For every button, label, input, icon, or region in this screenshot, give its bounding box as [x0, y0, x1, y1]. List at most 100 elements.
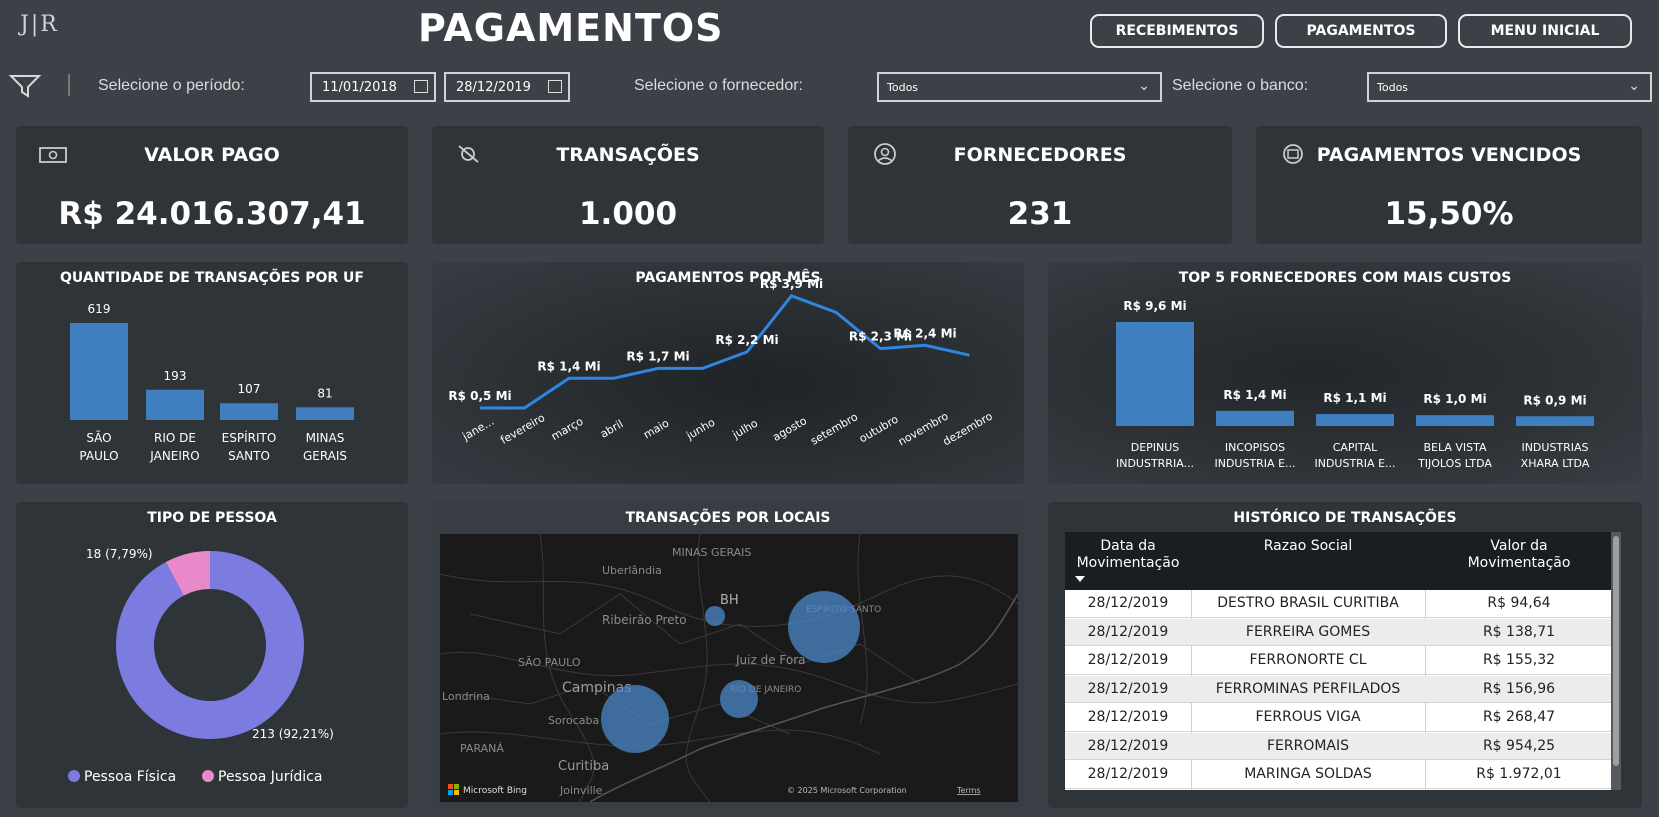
filter-icon[interactable]: [8, 72, 42, 100]
pessoa-chart-panel: TIPO DE PESSOA 18 (7,79%) 213 (92,21%) Pes…: [16, 502, 408, 808]
cell-valor: R$ 156,96: [1482, 680, 1556, 697]
table-row[interactable]: 28/12/2019 FERREIRA GOMES R$ 138,71: [1065, 618, 1613, 646]
kpi-card-fornecedores: FORNECEDORES 231: [848, 126, 1232, 244]
microsoft-logo: [448, 784, 459, 795]
tick-label: novembro: [896, 409, 951, 448]
cell-valor: R$ 1.972,01: [1476, 766, 1562, 782]
calendar-icon[interactable]: [548, 80, 562, 93]
kpi-value: 231: [1007, 196, 1073, 232]
transactions-map[interactable]: MINAS GERAIS Uberlândia BH ESPÍRITO SANT…: [440, 534, 1018, 802]
pagamentos-button[interactable]: PAGAMENTOS: [1275, 14, 1447, 48]
tick-label: junho: [683, 416, 717, 443]
supplier-value: Todos: [887, 80, 919, 94]
column-header-line: Valor da: [1490, 538, 1548, 554]
supplier-select[interactable]: Todos ⌄: [877, 72, 1162, 102]
month-chart-panel: PAGAMENTOS POR MÊS R$ 0,5 Mi R$ 1,4 Mi R$ …: [432, 262, 1024, 484]
column-header-date[interactable]: Data da Movimentação: [1065, 538, 1191, 582]
kpi-card-pagamentos-vencidos: PAGAMENTOS VENCIDOS 15,50%: [1256, 126, 1642, 244]
data-label: R$ 1,1 Mi: [1323, 391, 1386, 405]
bing-attribution: Microsoft Bing: [463, 786, 527, 796]
date-start-input[interactable]: 11/01/2018: [310, 72, 436, 102]
cell-razao-social: FERROMAIS: [1266, 737, 1350, 754]
bar[interactable]: [296, 407, 354, 420]
uf-chart-panel: QUANTIDADE DE TRANSAÇÕES POR UF 619 SÃO PA…: [16, 262, 408, 484]
bank-select[interactable]: Todos ⌄: [1367, 72, 1652, 102]
tick-label: julho: [730, 417, 761, 442]
table-row[interactable]: 28/12/2019 FERROMAIS R$ 954,25: [1065, 732, 1613, 760]
cell-date: 28/12/2019: [1087, 595, 1169, 611]
tick-label: maio: [641, 416, 671, 441]
slice[interactable]: [115, 551, 304, 739]
category-label: ESPÍRITO: [222, 430, 277, 445]
map-terms-link[interactable]: Terms: [956, 786, 981, 795]
data-label: 619: [88, 302, 111, 316]
column-header-valor[interactable]: Valor da Movimentação: [1425, 538, 1613, 572]
cell-valor: R$ 138,71: [1482, 623, 1556, 640]
kpi-title: TRANSAÇÕES: [556, 144, 700, 166]
map-label: Curitiba: [558, 759, 609, 774]
data-label: R$ 0,9 Mi: [1523, 393, 1586, 407]
slice[interactable]: [165, 551, 210, 596]
date-end-value: 28/12/2019: [456, 79, 531, 95]
bank-label: Selecione o banco:: [1172, 77, 1309, 94]
menu-inicial-button[interactable]: MENU INICIAL: [1458, 14, 1632, 48]
column-header-line: Movimentação: [1467, 555, 1571, 571]
calendar-icon[interactable]: [414, 80, 428, 93]
scrollbar-thumb[interactable]: [1613, 536, 1619, 766]
map-bubble[interactable]: [601, 685, 669, 753]
cell-date: 28/12/2019: [1087, 709, 1169, 725]
bar[interactable]: [146, 389, 204, 420]
map-bubble[interactable]: [705, 606, 725, 626]
bar[interactable]: [1216, 410, 1294, 426]
kpi-title: PAGAMENTOS VENCIDOS: [1316, 144, 1582, 166]
period-label: Selecione o período:: [98, 77, 245, 94]
data-label: R$ 0,5 Mi: [448, 389, 511, 403]
legend-marker: [202, 770, 214, 782]
map-label: PARANÁ: [460, 742, 504, 755]
uf-bar-chart: 619 SÃO PAULO 193 RIO DE JANEIRO 107 ESPÍRITO SA…: [70, 302, 354, 463]
legend-label[interactable]: Pessoa Física: [84, 769, 176, 785]
table-row[interactable]: 28/12/2019 FERRONORTE CL R$ 155,32: [1065, 647, 1613, 675]
category-label: BELA VISTA: [1423, 441, 1487, 454]
category-label: SÃO: [86, 430, 111, 445]
data-label: 107: [238, 382, 261, 396]
logo: J|R: [12, 8, 74, 54]
tick-label: dezembro: [941, 409, 995, 448]
category-label: RIO DE: [154, 431, 196, 445]
sort-arrow-icon[interactable]: [1075, 576, 1085, 582]
series-line[interactable]: [480, 294, 970, 410]
map-label: Campinas: [562, 680, 632, 696]
top5-bar-chart: R$ 9,6 Mi DEPINUS INDUSTRRIA... R$ 1,4 Mi IN…: [1116, 299, 1594, 470]
recebimentos-button[interactable]: RECEBIMENTOS: [1090, 14, 1264, 48]
page-title: PAGAMENTOS: [418, 6, 724, 50]
table-row[interactable]: 28/12/2019 DESTRO BRASIL CURITIBA R$ 94,64: [1065, 590, 1613, 618]
cell-valor: R$ 954,25: [1482, 737, 1556, 754]
category-label: SANTO: [228, 449, 270, 463]
kpi-value: 1.000: [578, 196, 678, 232]
map-bubble[interactable]: [788, 591, 860, 663]
map-bubble[interactable]: [720, 680, 758, 718]
cell-date: 28/12/2019: [1087, 737, 1169, 754]
data-label: R$ 1,4 Mi: [1223, 388, 1286, 402]
bar[interactable]: [1116, 322, 1194, 426]
bar[interactable]: [1316, 414, 1394, 426]
bar[interactable]: [220, 403, 278, 420]
cell-date: 28/12/2019: [1087, 623, 1169, 640]
data-label: R$ 2,4 Mi: [893, 326, 956, 340]
category-label: INDUSTRIAS: [1521, 441, 1588, 454]
date-end-input[interactable]: 28/12/2019: [444, 72, 570, 102]
column-header-razao[interactable]: Razao Social: [1191, 538, 1425, 555]
legend-label[interactable]: Pessoa Jurídica: [218, 769, 322, 785]
cell-date: 28/12/2019: [1087, 652, 1169, 668]
category-label: INDUSTRIA E...: [1214, 457, 1295, 470]
data-label: R$ 1,4 Mi: [537, 359, 600, 373]
table-row[interactable]: 28/12/2019 MARINGA SOLDAS R$ 1.972,01: [1065, 761, 1613, 789]
cell-razao-social: MARINGA SOLDAS: [1244, 766, 1372, 782]
tick-label: setembro: [808, 410, 860, 448]
bar[interactable]: [1516, 416, 1594, 426]
bar[interactable]: [1416, 415, 1494, 426]
table-scrollbar[interactable]: [1611, 532, 1621, 790]
table-row[interactable]: 28/12/2019 FERROUS VIGA R$ 268,47: [1065, 704, 1613, 732]
bar[interactable]: [70, 323, 128, 420]
table-row[interactable]: 28/12/2019 FERROMINAS PERFILADOS R$ 156,96: [1065, 675, 1613, 703]
